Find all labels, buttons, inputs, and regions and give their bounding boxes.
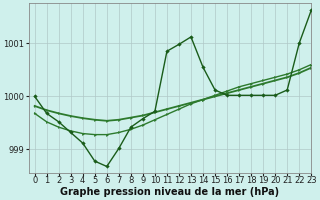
X-axis label: Graphe pression niveau de la mer (hPa): Graphe pression niveau de la mer (hPa) <box>60 187 279 197</box>
